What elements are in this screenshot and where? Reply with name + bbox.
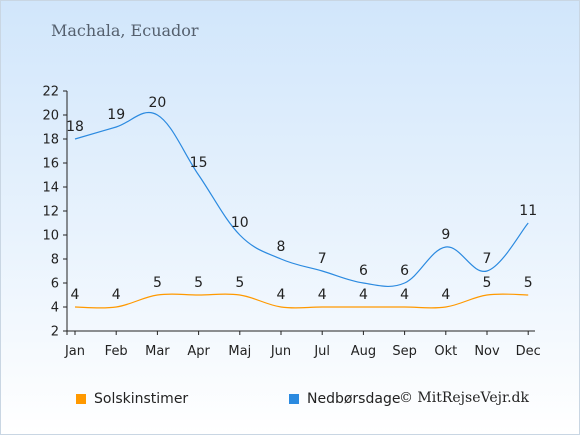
- legend-item-rain: Nedbørsdage: [289, 391, 400, 407]
- data-label: 6: [400, 263, 409, 279]
- legend-swatch-rain: [289, 394, 299, 404]
- y-tick-label: 12: [42, 205, 59, 220]
- y-tick-label: 16: [42, 157, 59, 172]
- y-tick-label: 8: [51, 253, 59, 268]
- x-tick-label: Jul: [313, 344, 330, 359]
- series-line-0: [74, 293, 529, 309]
- x-tick-label: Nov: [474, 344, 500, 359]
- copyright-text: © MitRejseVejr.dk: [398, 390, 529, 406]
- data-label: 5: [483, 275, 492, 291]
- x-tick-label: Mar: [145, 344, 170, 359]
- data-label: 10: [231, 215, 249, 231]
- data-label: 4: [71, 287, 80, 303]
- data-label: 5: [153, 275, 162, 291]
- series-line-1: [74, 112, 529, 288]
- data-label: 4: [441, 287, 450, 303]
- y-tick-label: 10: [42, 229, 59, 244]
- data-label: 5: [194, 275, 203, 291]
- y-tick-label: 14: [42, 181, 59, 196]
- data-label: 5: [524, 275, 533, 291]
- data-labels: 4 4 5 5 5 4 4 4 4 4 5 5 18 19 20 15 10 8 7 6 6 9 7 11: [66, 95, 537, 303]
- data-label: 4: [112, 287, 121, 303]
- y-tick-label: 2: [51, 325, 59, 340]
- x-tick-label: Jun: [270, 344, 291, 359]
- data-label: 4: [318, 287, 327, 303]
- data-label: 7: [483, 251, 492, 267]
- y-tick-label: 4: [51, 301, 59, 316]
- x-tick-label: Apr: [187, 344, 210, 359]
- data-label: 5: [235, 275, 244, 291]
- x-tick-label: Dec: [516, 344, 541, 359]
- legend-label-rain: Nedbørsdage: [307, 391, 401, 407]
- x-tick-label: Jan: [64, 344, 85, 359]
- data-label: 4: [277, 287, 286, 303]
- data-label: 18: [66, 119, 84, 135]
- data-label: 8: [277, 239, 286, 255]
- chart-title: Machala, Ecuador: [51, 21, 199, 40]
- x-tick-label: Okt: [434, 344, 457, 359]
- data-label: 4: [400, 287, 409, 303]
- data-label: 4: [359, 287, 368, 303]
- x-tick-label: Maj: [228, 344, 251, 359]
- data-label: 19: [107, 107, 125, 123]
- x-tick-label: Aug: [351, 344, 376, 359]
- data-label: 6: [359, 263, 368, 279]
- y-tick-label: 18: [42, 133, 59, 148]
- data-label: 20: [148, 95, 166, 111]
- y-tick-label: 6: [51, 277, 59, 292]
- data-label: 15: [190, 155, 208, 171]
- y-tick-label: 20: [42, 109, 59, 124]
- data-label: 7: [318, 251, 327, 267]
- data-label: 11: [519, 203, 537, 219]
- legend-swatch-sun: [76, 394, 86, 404]
- legend-item-sun: Solskinstimer: [76, 391, 188, 407]
- y-tick-label: 22: [42, 85, 59, 100]
- data-label: 9: [441, 227, 450, 243]
- series-lines: [74, 112, 529, 309]
- x-tick-label: Sep: [392, 344, 417, 359]
- legend-label-sun: Solskinstimer: [94, 391, 189, 407]
- x-tick-label: Feb: [105, 344, 128, 359]
